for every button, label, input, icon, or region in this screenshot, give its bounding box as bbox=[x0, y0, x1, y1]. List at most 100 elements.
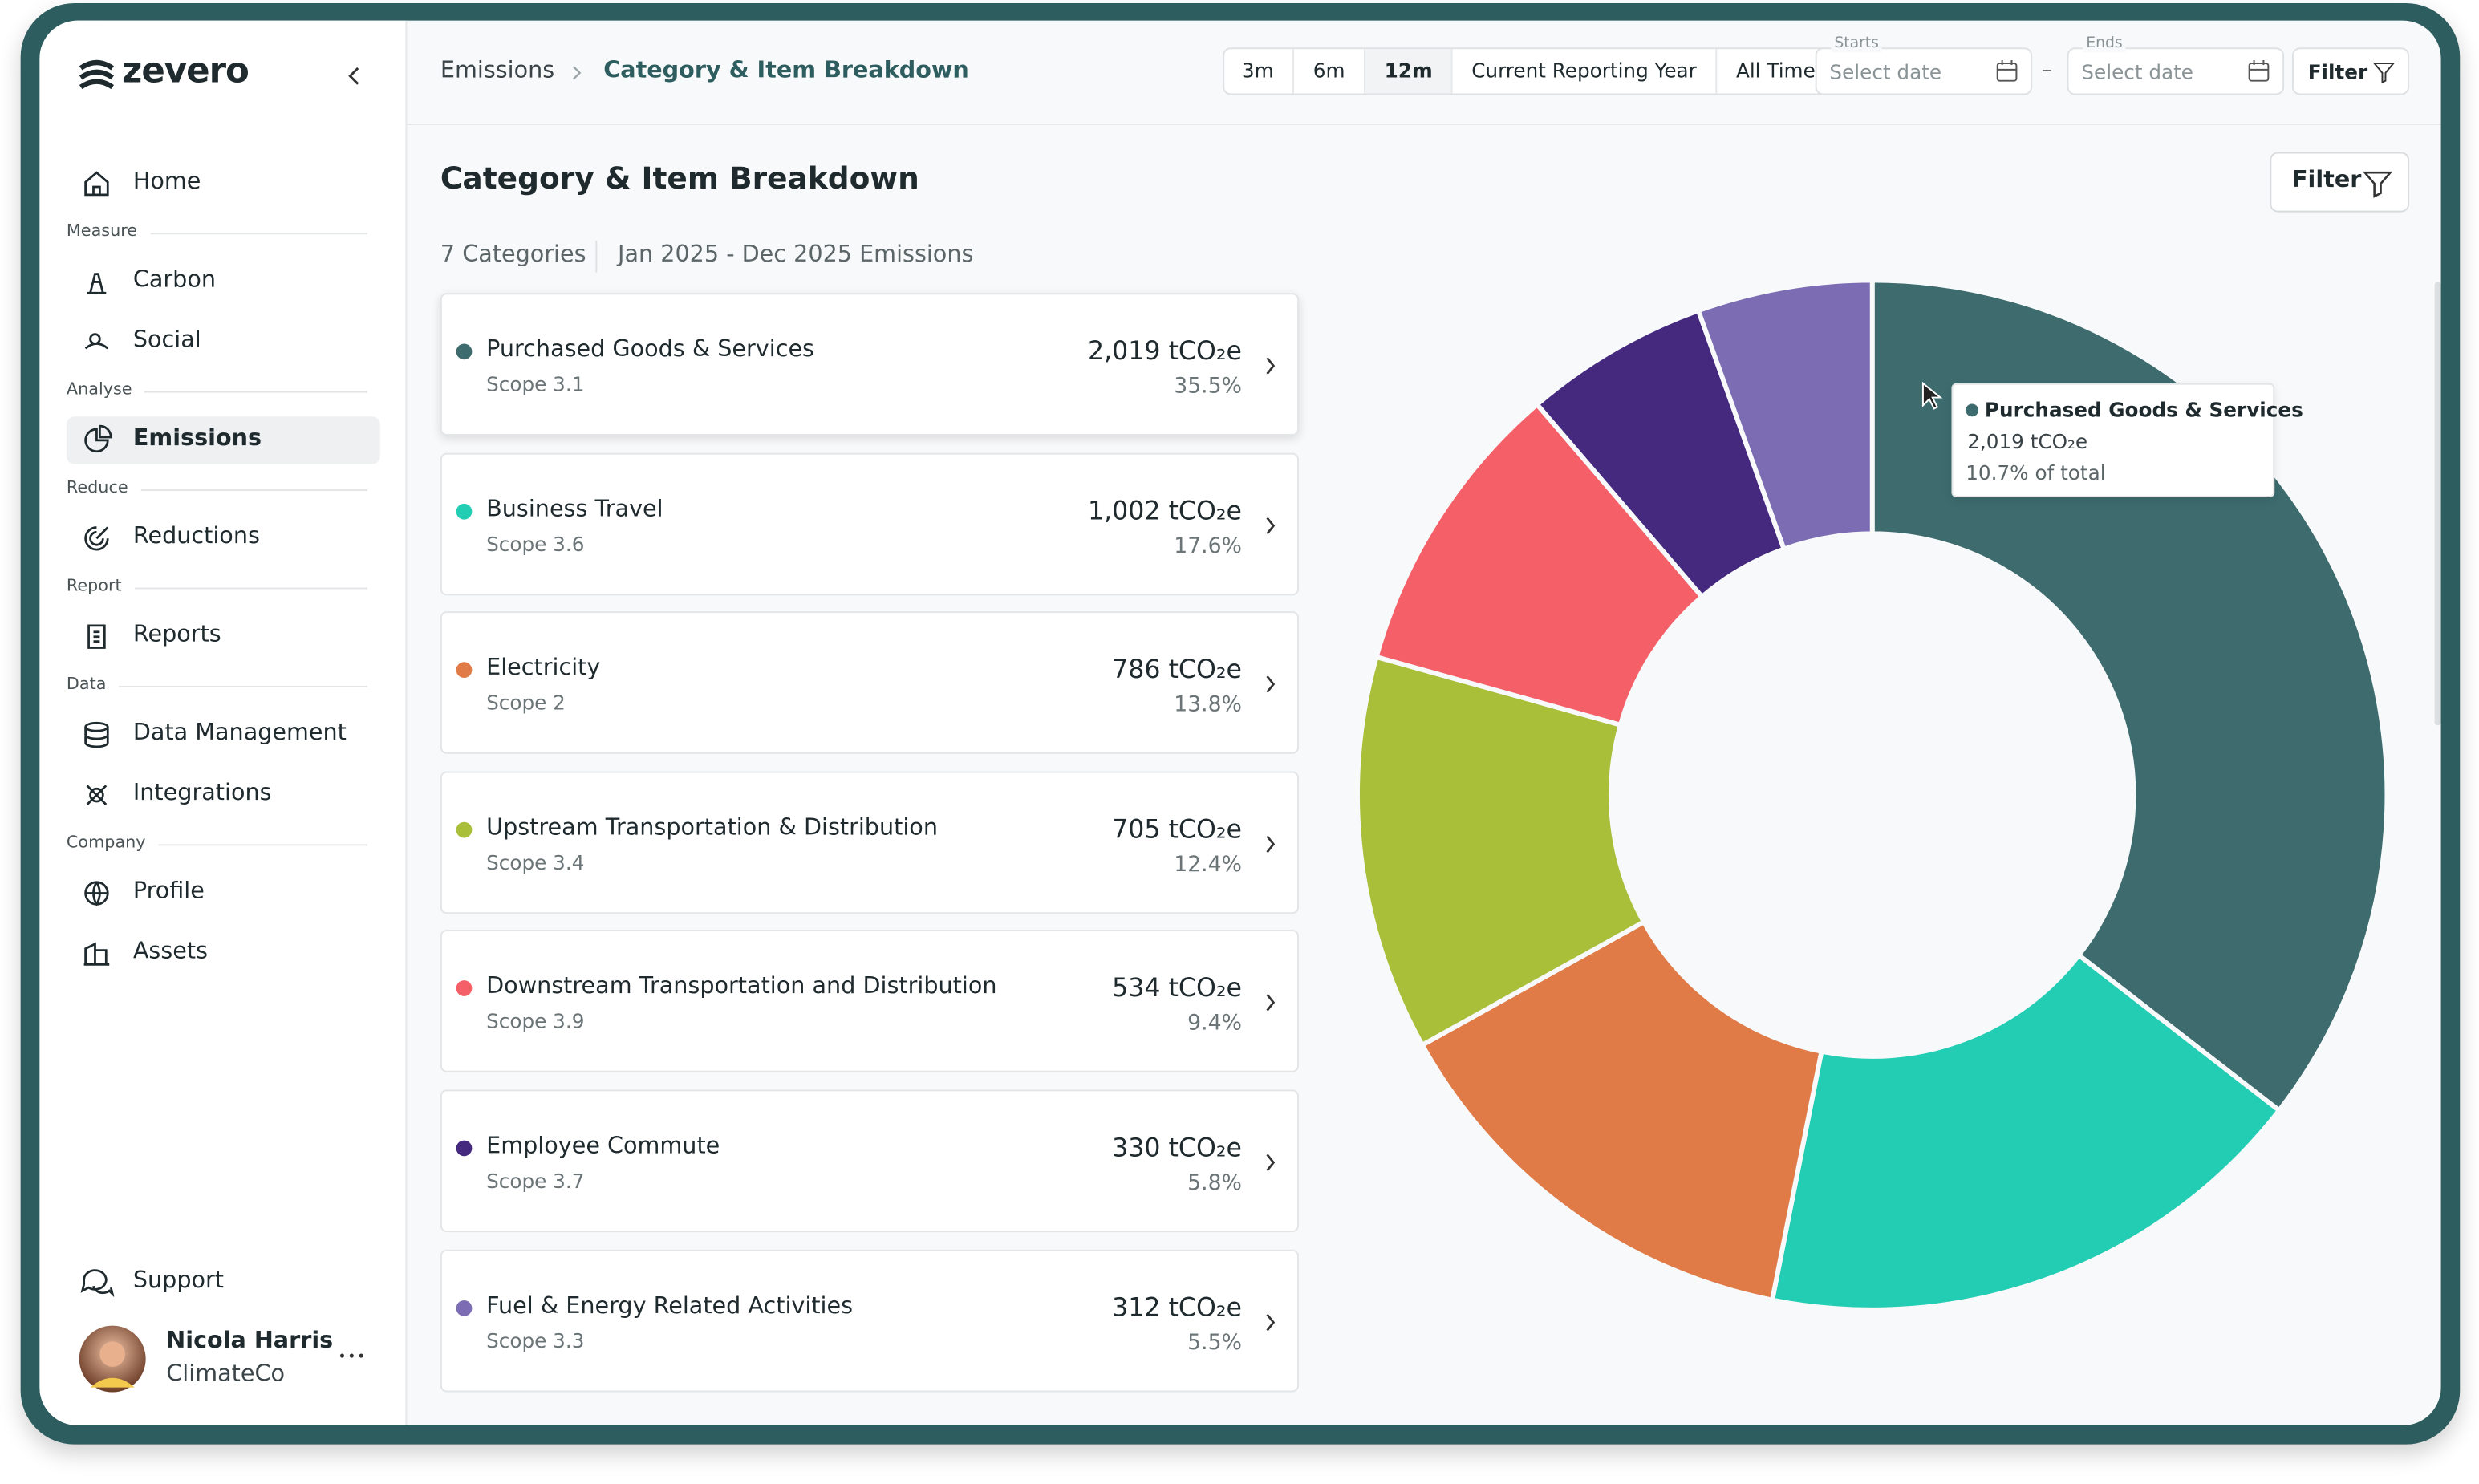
nav-icon bbox=[84, 424, 112, 453]
nav-icon bbox=[84, 721, 109, 748]
nav-item[interactable]: Data Management bbox=[132, 720, 347, 746]
range-option[interactable]: 6m bbox=[1313, 59, 1345, 83]
category-card[interactable]: Business Travel Scope 3.6 1,002 tCO₂e 17.6% bbox=[440, 452, 1300, 595]
divider bbox=[595, 241, 598, 273]
period: Jan 2025 - Dec 2025 Emissions bbox=[618, 242, 974, 268]
screen: zevero Home Measure Carbon Social Analyse Emi… bbox=[39, 20, 2441, 1425]
color-dot bbox=[456, 821, 473, 838]
category-card[interactable]: Purchased Goods & Services Scope 3.1 2,019… bbox=[440, 293, 1300, 436]
nav-item[interactable]: Profile bbox=[132, 878, 205, 905]
tooltip-name: Purchased Goods & Services bbox=[1984, 397, 2303, 422]
color-dot bbox=[456, 503, 473, 519]
scope: Scope 3.7 bbox=[486, 1169, 585, 1193]
donut-slice bbox=[1769, 951, 2283, 1312]
category-name: Electricity bbox=[486, 655, 601, 682]
range-option[interactable]: Current Reporting Year bbox=[1471, 59, 1697, 83]
nav-item[interactable]: Reports bbox=[132, 622, 221, 648]
value: 330 tCO₂e bbox=[1112, 1132, 1242, 1163]
range-divider bbox=[1363, 49, 1365, 94]
category-card[interactable]: Employee Commute Scope 3.7 330 tCO₂e 5.8% bbox=[440, 1089, 1300, 1233]
page-filter-button[interactable] bbox=[2270, 152, 2410, 213]
percent: 9.4% bbox=[1187, 1011, 1242, 1037]
nav-icon bbox=[84, 171, 109, 197]
nav-item[interactable]: Carbon bbox=[132, 267, 217, 294]
category-card[interactable]: Downstream Transportation and Distributi… bbox=[440, 930, 1300, 1073]
category-card[interactable]: Electricity Scope 2 786 tCO₂e 13.8% bbox=[440, 611, 1300, 755]
cursor bbox=[1921, 381, 1943, 410]
category-card[interactable]: Upstream Transportation & Distribution Sc… bbox=[440, 771, 1300, 914]
brand: zevero bbox=[122, 52, 250, 92]
dot bbox=[456, 1140, 473, 1157]
icon-shape bbox=[84, 526, 109, 551]
section-heading: Measure bbox=[66, 221, 138, 241]
color-dot bbox=[456, 1300, 473, 1316]
icon-shape bbox=[84, 171, 109, 197]
date-separator: – bbox=[2042, 59, 2052, 83]
category-card[interactable]: Fuel & Energy Related Activities Scope 3.… bbox=[440, 1248, 1300, 1392]
range-option[interactable]: 3m bbox=[1241, 59, 1274, 83]
collapse-button[interactable] bbox=[345, 65, 364, 87]
scope: Scope 3.9 bbox=[486, 1009, 585, 1034]
range-divider bbox=[1450, 49, 1453, 94]
nav-icon bbox=[87, 273, 107, 294]
donut-slice bbox=[1695, 278, 1875, 553]
support[interactable]: Support bbox=[132, 1268, 225, 1295]
header-filter[interactable]: Filter bbox=[2307, 60, 2368, 84]
start-date[interactable] bbox=[1815, 47, 2033, 95]
scope: Scope 3.6 bbox=[486, 531, 585, 556]
breadcrumb-current: Category & Item Breakdown bbox=[603, 59, 969, 84]
chevron-shape bbox=[1266, 835, 1276, 853]
nav-icon bbox=[86, 785, 108, 805]
icon-shape bbox=[84, 424, 112, 453]
dot bbox=[456, 980, 473, 997]
user-name: Nicola Harris bbox=[166, 1328, 334, 1355]
chevron bbox=[1266, 1154, 1276, 1171]
color-dot bbox=[456, 1140, 473, 1157]
nav-item[interactable]: Reductions bbox=[132, 524, 260, 550]
header-divider bbox=[405, 124, 2441, 125]
chevron-shape bbox=[1266, 994, 1276, 1012]
value: 534 tCO₂e bbox=[1112, 973, 1242, 1004]
nav-item[interactable]: Assets bbox=[132, 939, 209, 965]
percent: 5.8% bbox=[1187, 1170, 1242, 1196]
chevron bbox=[1266, 357, 1276, 375]
category-name: Upstream Transportation & Distribution bbox=[486, 815, 938, 841]
dot bbox=[456, 503, 473, 519]
nav-item[interactable]: Home bbox=[132, 169, 201, 195]
icon-shape bbox=[87, 624, 106, 649]
support-icon bbox=[80, 1269, 115, 1298]
percent: 12.4% bbox=[1174, 851, 1242, 878]
value: 312 tCO₂e bbox=[1112, 1291, 1242, 1322]
nav-item[interactable]: Emissions bbox=[132, 426, 262, 452]
percent: 35.5% bbox=[1174, 373, 1242, 399]
value: 1,002 tCO₂e bbox=[1088, 495, 1242, 525]
range-group bbox=[1223, 47, 1838, 95]
page-filter[interactable]: Filter bbox=[2291, 168, 2362, 193]
section-heading: Company bbox=[66, 833, 146, 853]
chevron bbox=[1266, 675, 1276, 694]
nav-item[interactable]: Social bbox=[132, 327, 201, 354]
user-menu[interactable] bbox=[338, 1351, 367, 1360]
range-divider bbox=[1292, 49, 1295, 94]
icon-shape bbox=[84, 721, 109, 748]
start-placeholder: Select date bbox=[1829, 60, 1942, 84]
header-filter-button[interactable] bbox=[2291, 47, 2410, 95]
range-option[interactable]: 12m bbox=[1384, 59, 1433, 83]
end-placeholder: Select date bbox=[2081, 60, 2194, 84]
range-divider bbox=[1715, 49, 1718, 94]
end-label: Ends bbox=[2083, 34, 2126, 53]
chevron-shape bbox=[1266, 675, 1276, 694]
range-option[interactable]: All Time bbox=[1735, 59, 1816, 83]
end-date[interactable] bbox=[2067, 47, 2285, 95]
tooltip-dot bbox=[1966, 403, 1979, 417]
category-name: Employee Commute bbox=[486, 1133, 720, 1160]
nav-item[interactable]: Integrations bbox=[132, 781, 272, 806]
breadcrumb-root[interactable]: Emissions bbox=[440, 59, 555, 84]
chevron-shape bbox=[1266, 357, 1276, 375]
nav-icon bbox=[83, 942, 110, 966]
tooltip-share: 10.7% of total bbox=[1966, 460, 2106, 485]
chevron bbox=[1266, 516, 1276, 534]
dot bbox=[456, 1300, 473, 1316]
dot bbox=[456, 821, 473, 838]
